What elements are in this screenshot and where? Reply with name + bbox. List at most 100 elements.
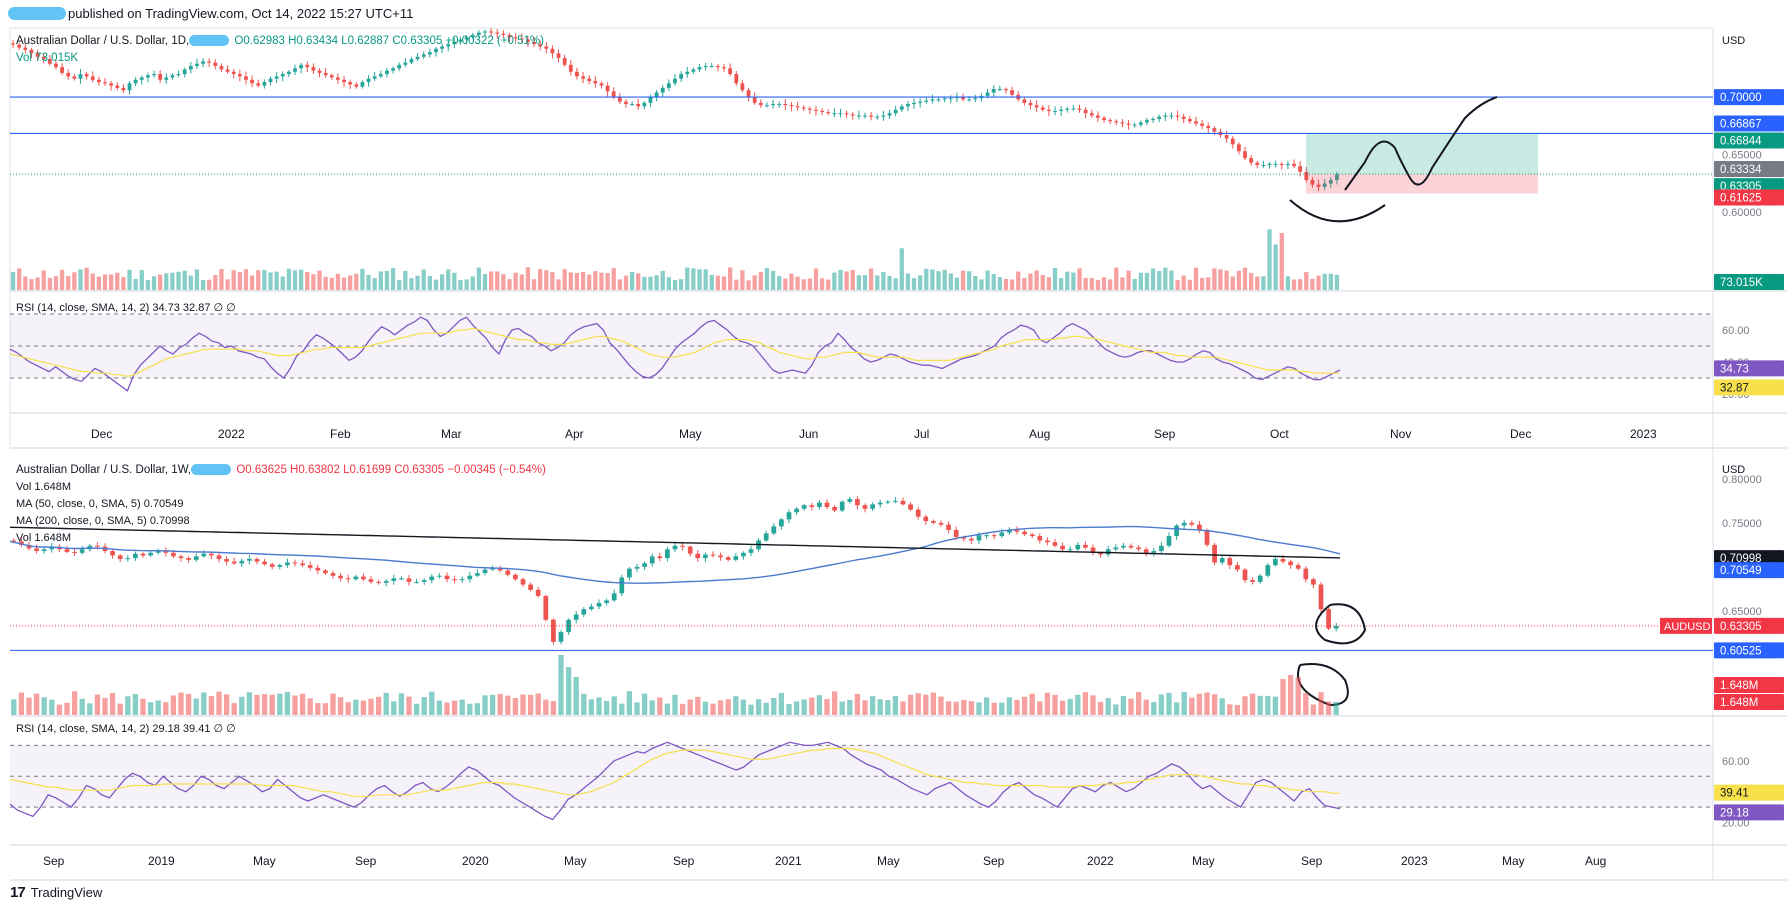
bottom-candle: [1090, 547, 1096, 553]
bottom-candle: [1265, 565, 1271, 576]
top-candle: [740, 83, 745, 91]
top-volume-bar: [960, 270, 966, 290]
top-candle: [1132, 124, 1137, 126]
bottom-candle: [224, 558, 229, 562]
top-candle: [103, 82, 107, 84]
bottom-candle: [201, 553, 207, 557]
bottom-candle: [801, 505, 807, 509]
bottom-volume-bar: [337, 697, 344, 715]
bottom-volume-bar: [223, 694, 230, 715]
top-volume-bar: [550, 272, 555, 290]
bottom-candle: [786, 512, 792, 520]
bottom-volume-bar: [315, 702, 321, 715]
top-volume-bar: [90, 273, 95, 290]
top-candle: [722, 67, 726, 69]
top-price-badge-0-bg: [1714, 89, 1784, 106]
top-candle: [1071, 108, 1076, 110]
bottom-candle: [528, 584, 533, 590]
bottom-volume-bar: [581, 693, 587, 715]
top-volume-bar: [531, 279, 537, 290]
top-candle: [152, 74, 156, 76]
bottom-candle: [148, 552, 153, 556]
bottom-rsi-series-1: [9, 747, 1340, 797]
top-xtick-5: May: [679, 427, 702, 441]
top-volume-bar: [305, 272, 310, 290]
top-candle: [427, 52, 432, 55]
bottom-candle: [589, 606, 594, 610]
bottom-volume-bar: [687, 699, 693, 715]
bottom-volume-bar: [801, 699, 807, 715]
bottom-candle: [49, 546, 55, 550]
bottom-volume-bar: [755, 699, 762, 715]
top-volume-bar: [1230, 276, 1235, 290]
bottom-candle: [1273, 558, 1278, 566]
top-volume-bar: [1285, 276, 1291, 290]
top-volume-bar: [942, 269, 947, 290]
bottom-volume-bar: [307, 698, 313, 715]
top-candle: [421, 54, 426, 57]
top-volume-bar: [139, 270, 144, 290]
top-volume-bar: [458, 280, 463, 290]
top-candle: [679, 74, 684, 79]
top-volume-bar: [1040, 275, 1045, 290]
bottom-ohlc-legend: Australian Dollar / U.S. Dollar, 1W, O0.…: [16, 464, 546, 476]
top-volume-bar: [378, 271, 383, 290]
bottom-candle: [703, 554, 708, 559]
top-candle: [385, 70, 389, 75]
bottom-candle: [953, 529, 959, 537]
bottom-rsi-badge: 29.18: [1720, 807, 1749, 819]
bottom-candle: [1197, 524, 1202, 530]
bottom-candle: [300, 563, 305, 566]
top-candle: [807, 108, 812, 110]
bottom-volume-bar: [657, 697, 663, 715]
bottom-candle: [482, 569, 488, 574]
bottom-candle: [535, 589, 541, 596]
top-price-badge-6: 73.015K: [1720, 277, 1763, 289]
bottom-volume-bar: [717, 700, 724, 715]
bottom-candle: [976, 535, 982, 541]
bottom-volume-bar: [1295, 677, 1301, 715]
top-volume-bar: [580, 271, 586, 290]
top-volume-bar: [758, 272, 763, 290]
redacted-exchange-2: [191, 464, 232, 475]
bottom-volume-bar: [1120, 696, 1127, 715]
ma50-line: [9, 525, 1341, 584]
top-volume-bar: [1138, 272, 1143, 290]
bottom-candle: [611, 593, 617, 601]
top-candle: [660, 87, 665, 93]
top-volume-bar: [678, 279, 684, 290]
bottom-volume-bar: [1052, 694, 1058, 715]
top-volume-bar: [1273, 244, 1278, 290]
top-candle: [78, 74, 83, 79]
bottom-volume-bar: [64, 702, 70, 715]
bottom-volume-bar: [1318, 692, 1324, 715]
bottom-volume-bar: [269, 694, 275, 715]
ma200-line: [9, 526, 1341, 559]
bottom-volume-bar: [1265, 695, 1271, 715]
bottom-volume-bar: [1204, 692, 1210, 715]
top-candle: [918, 101, 923, 103]
top-rsi-series-0: [9, 316, 1341, 392]
top-volume-bar: [832, 272, 837, 290]
bottom-candle: [779, 519, 784, 527]
top-candle: [90, 76, 95, 80]
top-candle: [820, 110, 824, 113]
bottom-candle: [1280, 558, 1286, 562]
bottom-volume-bar: [383, 692, 389, 715]
bottom-volume-bar: [1105, 698, 1111, 715]
top-candle: [372, 76, 377, 79]
bottom-volume-bar: [945, 701, 952, 715]
top-candle: [219, 66, 224, 70]
top-candle: [35, 53, 40, 57]
top-volume-bar: [985, 270, 990, 290]
top-volume-bar: [23, 276, 28, 290]
tradingview-footer[interactable]: 17 TradingView: [10, 884, 102, 901]
top-volume-bar: [219, 268, 224, 290]
bottom-candle: [254, 558, 260, 562]
bottom-volume-bar: [1280, 679, 1286, 715]
top-candle: [1145, 120, 1149, 123]
bottom-volume-bar: [1189, 697, 1195, 715]
top-candle: [305, 64, 310, 68]
bottom-candle: [832, 507, 837, 511]
